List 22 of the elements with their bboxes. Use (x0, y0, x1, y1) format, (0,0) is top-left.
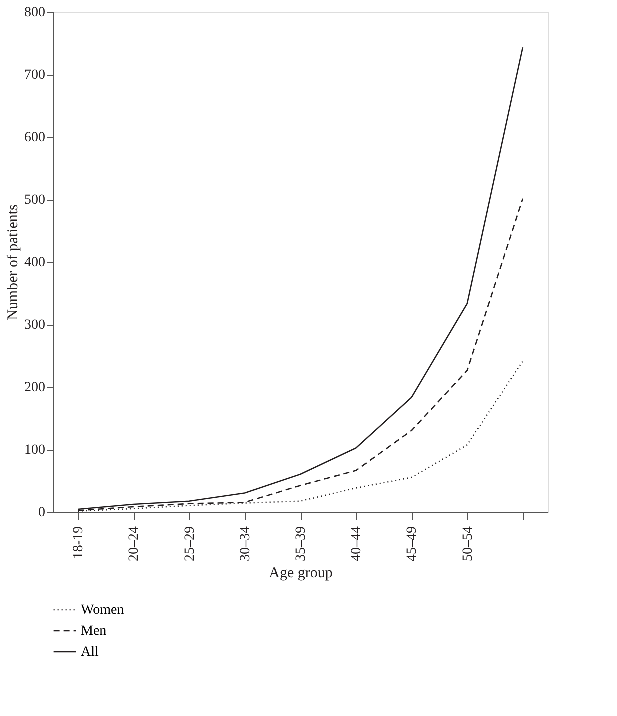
x-tick-label: 50–54 (460, 526, 476, 562)
x-tick-label: 20–24 (127, 526, 142, 562)
y-tick-label: 700 (24, 68, 46, 83)
y-tick-label: 100 (24, 443, 46, 458)
x-tick-label: 30–34 (238, 526, 254, 562)
y-tick-label: 400 (24, 256, 46, 270)
legend-label: All (81, 645, 99, 660)
y-tick-label: 500 (24, 193, 46, 208)
x-tick-label: 45–49 (405, 526, 420, 562)
y-tick-label: 0 (38, 506, 46, 520)
y-tick-label: 300 (24, 318, 46, 333)
legend-label: Men (81, 624, 107, 639)
x-tick-label: 18-19 (72, 526, 87, 560)
x-tick-label: 25–29 (182, 526, 198, 562)
y-tick-label: 800 (24, 6, 46, 20)
y-axis-title: Number of patients (6, 204, 22, 320)
legend-label: Women (81, 603, 124, 618)
y-tick-label: 200 (24, 380, 46, 396)
x-tick-label: 35–39 (294, 526, 309, 562)
x-tick-label: 40–44 (350, 526, 365, 562)
y-tick-label: 600 (24, 130, 46, 146)
x-axis-title: Age group (269, 566, 333, 582)
